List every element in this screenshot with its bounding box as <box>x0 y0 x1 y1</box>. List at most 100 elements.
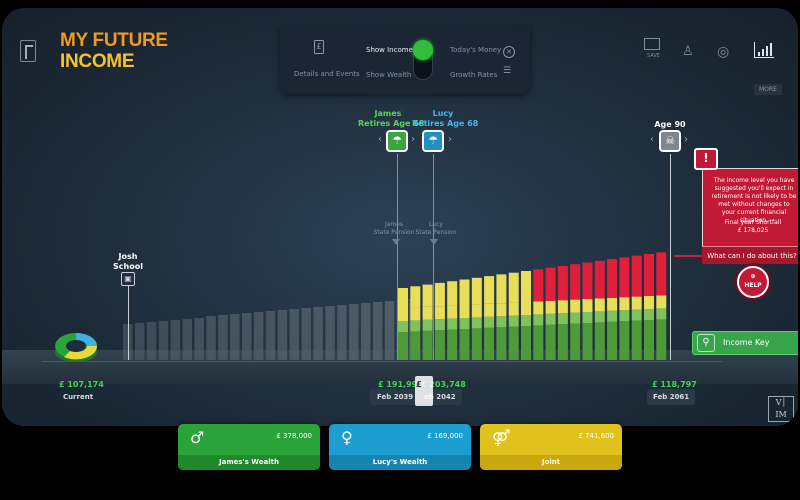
income-bar-segment[interactable] <box>459 279 470 306</box>
james-beach-icon[interactable]: ☂ <box>386 130 408 152</box>
income-wealth-toggle[interactable] <box>413 40 433 80</box>
income-bar-segment[interactable] <box>557 265 568 301</box>
income-bar-segment[interactable] <box>619 321 630 360</box>
list-icon[interactable]: ☰ <box>503 66 512 76</box>
details-events-link[interactable]: Details and Events <box>294 70 360 78</box>
income-bar-segment[interactable] <box>508 302 519 316</box>
income-bar-segment[interactable] <box>631 309 642 321</box>
income-bar-segment[interactable] <box>644 320 654 360</box>
income-bar-segment[interactable] <box>619 257 630 298</box>
help-button[interactable]: ⊛ HELP <box>737 266 769 298</box>
todays-money-option[interactable]: Today's Money <box>450 46 502 54</box>
show-wealth-option[interactable]: Show Wealth <box>366 71 412 79</box>
income-bar-segment[interactable] <box>447 318 458 330</box>
income-key-button[interactable]: ⚲ Income Key <box>692 331 798 355</box>
close-circle-icon[interactable]: ✕ <box>503 46 515 58</box>
lifebuoy-icon[interactable]: ◎ <box>717 44 730 60</box>
income-bar-segment[interactable] <box>656 308 667 320</box>
income-bar-segment[interactable] <box>557 313 568 325</box>
income-bar-segment[interactable] <box>545 324 556 360</box>
income-bar-segment[interactable] <box>545 267 556 301</box>
income-bar-segment[interactable] <box>607 297 618 311</box>
income-bar-segment[interactable] <box>496 327 507 360</box>
income-bar-segment[interactable] <box>508 272 519 303</box>
income-bar-segment[interactable] <box>459 305 470 318</box>
lucy-beach-icon[interactable]: ☂ <box>422 130 444 152</box>
income-bar-segment[interactable] <box>471 277 482 305</box>
app-logo-icon[interactable] <box>20 40 36 62</box>
income-bar-segment[interactable] <box>570 312 581 324</box>
income-bar-segment[interactable] <box>471 328 482 360</box>
income-bar-segment[interactable] <box>508 326 519 360</box>
skull-icon[interactable]: ☠ <box>659 130 681 152</box>
income-bar-segment[interactable] <box>570 323 581 360</box>
income-bar-segment[interactable] <box>533 314 544 326</box>
income-bar-segment[interactable] <box>447 305 458 319</box>
income-bar-segment[interactable] <box>582 312 593 323</box>
chart-icon[interactable] <box>754 42 774 58</box>
income-bar-segment[interactable] <box>398 332 408 360</box>
income-bar-segment[interactable] <box>656 252 667 296</box>
income-bar-segment[interactable] <box>582 262 593 300</box>
income-bar-segment[interactable] <box>631 296 642 310</box>
income-bar-segment[interactable] <box>410 320 421 332</box>
income-bar-segment[interactable] <box>496 316 507 328</box>
lucy-wealth-card[interactable]: ♀ £ 169,000 Lucy's Wealth <box>329 424 471 470</box>
income-bar-segment[interactable] <box>422 284 433 307</box>
income-bar-segment[interactable] <box>521 271 531 302</box>
income-bar-segment[interactable] <box>644 254 654 296</box>
income-bar-segment[interactable] <box>434 306 445 320</box>
income-bar-segment[interactable] <box>422 306 433 320</box>
income-bar-segment[interactable] <box>484 316 495 328</box>
income-bar-segment[interactable] <box>398 321 408 332</box>
income-bar-segment[interactable] <box>496 274 507 304</box>
income-bar-segment[interactable] <box>521 315 531 326</box>
income-bar-segment[interactable] <box>447 281 458 306</box>
timeline-scrubber-handle[interactable] <box>415 376 433 406</box>
income-bar-segment[interactable] <box>410 286 421 308</box>
income-bar-segment[interactable] <box>508 315 519 327</box>
income-bar-segment[interactable] <box>410 331 421 360</box>
income-bar-segment[interactable] <box>459 329 470 360</box>
income-bar-segment[interactable] <box>594 260 605 299</box>
income-bar-segment[interactable] <box>447 329 458 360</box>
james-next-arrow[interactable]: › <box>411 134 415 145</box>
income-bar-segment[interactable] <box>484 303 495 317</box>
income-bar-segment[interactable] <box>471 317 482 329</box>
briefcase-icon[interactable]: ▣ <box>121 272 135 286</box>
income-bar-segment[interactable] <box>521 302 531 315</box>
income-bar-segment[interactable] <box>607 321 618 360</box>
income-bar-segment[interactable] <box>484 327 495 360</box>
income-bar-segment[interactable] <box>410 307 421 321</box>
wealth-donut-icon[interactable] <box>54 326 100 366</box>
person-icon[interactable]: ♙ <box>682 44 694 59</box>
growth-rates-option[interactable]: Growth Rates <box>450 71 498 79</box>
james-wealth-card[interactable]: ♂ £ 378,000 James's Wealth <box>178 424 320 470</box>
income-bar-segment[interactable] <box>533 325 544 360</box>
income-bar-segment[interactable] <box>582 299 593 312</box>
income-bar-segment[interactable] <box>496 303 507 317</box>
income-bar-segment[interactable] <box>545 300 556 314</box>
income-bar-segment[interactable] <box>644 309 654 320</box>
income-bar-segment[interactable] <box>398 308 408 321</box>
more-button[interactable]: MORE <box>754 84 782 95</box>
income-bar-segment[interactable] <box>644 296 654 309</box>
income-bar-segment[interactable] <box>422 330 433 360</box>
income-bar-segment[interactable] <box>631 320 642 360</box>
james-prev-arrow[interactable]: ‹ <box>378 134 382 145</box>
income-bar-segment[interactable] <box>582 323 593 360</box>
age-next-arrow[interactable]: › <box>684 134 688 145</box>
income-bar-segment[interactable] <box>607 310 618 322</box>
age-prev-arrow[interactable]: ‹ <box>650 134 654 145</box>
income-bar-segment[interactable] <box>619 297 630 311</box>
income-bar-segment[interactable] <box>631 255 642 297</box>
income-bar-segment[interactable] <box>656 295 667 309</box>
income-bar-segment[interactable] <box>619 310 630 322</box>
income-bar-segment[interactable] <box>607 259 618 298</box>
lucy-next-arrow[interactable]: › <box>448 134 452 145</box>
save-icon[interactable] <box>644 38 660 50</box>
income-bar-segment[interactable] <box>434 319 445 331</box>
income-bar-segment[interactable] <box>434 282 445 307</box>
income-bar-segment[interactable] <box>656 319 667 360</box>
income-bar-segment[interactable] <box>398 288 408 308</box>
